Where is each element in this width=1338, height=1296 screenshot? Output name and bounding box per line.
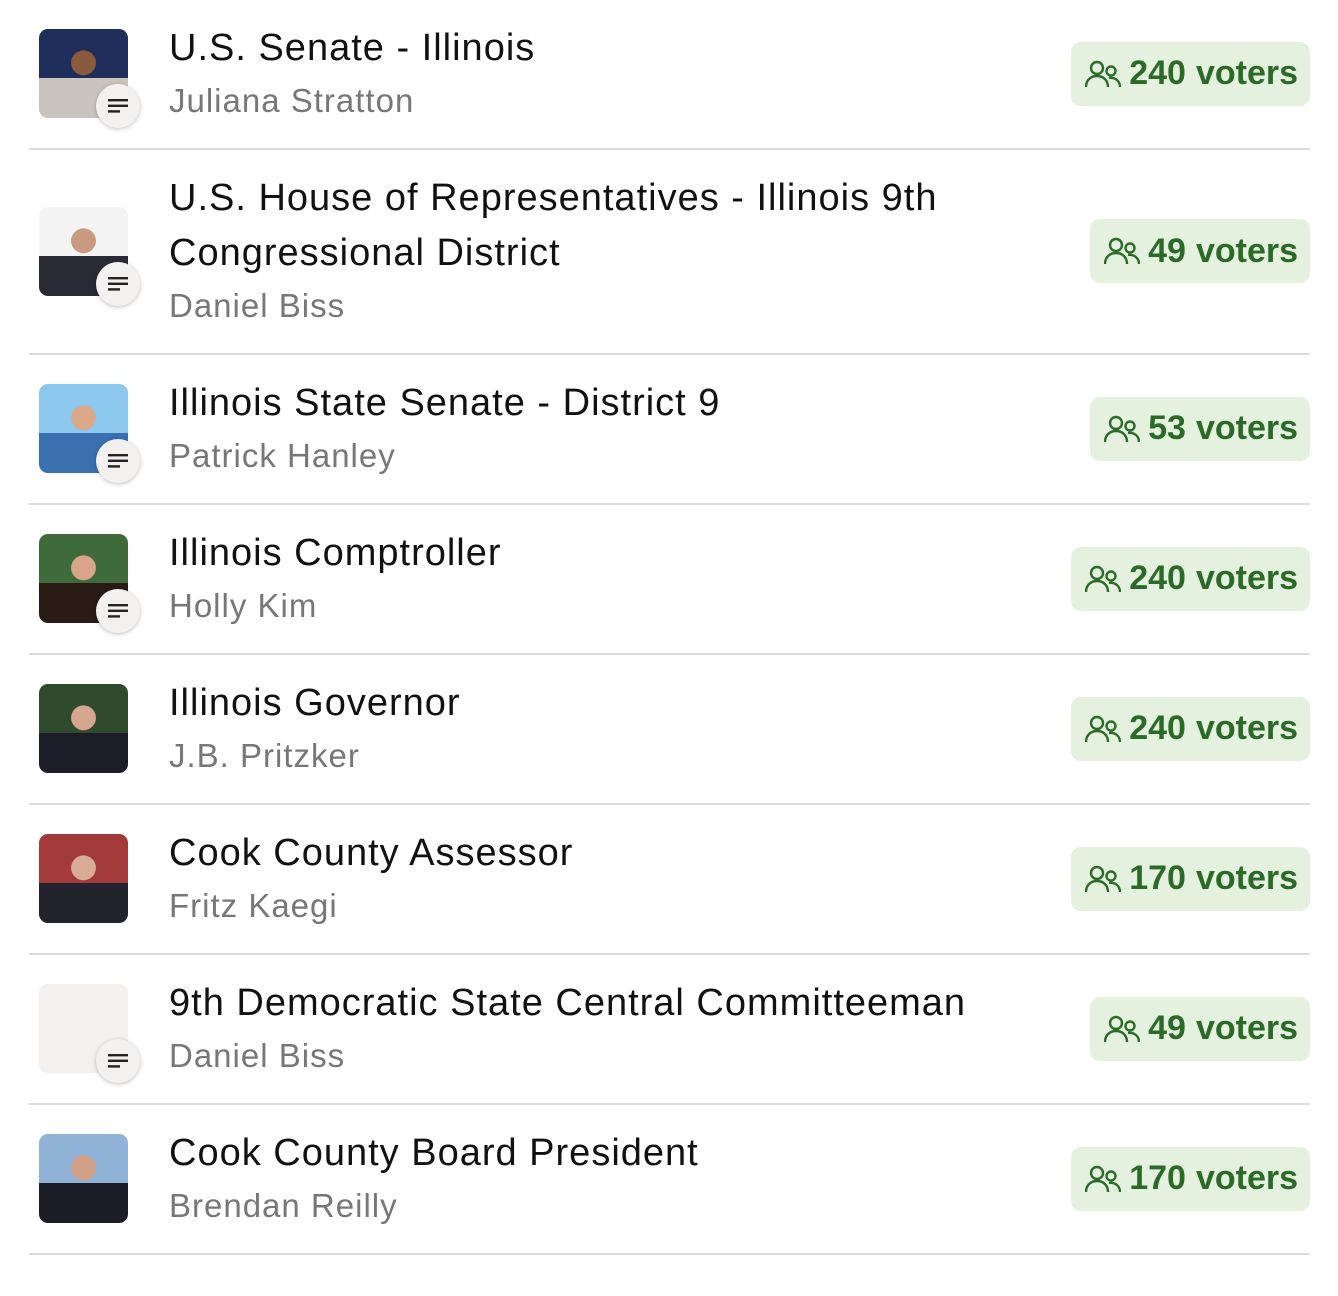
candidate-name: Daniel Biss <box>169 1037 346 1074</box>
voter-count-badge: 53 voters <box>1090 396 1310 461</box>
candidate-name: J.B. Pritzker <box>169 737 360 774</box>
voter-count-badge: 240 voters <box>1071 546 1310 611</box>
candidate-avatar <box>39 206 140 306</box>
candidate-name: Patrick Hanley <box>169 437 396 474</box>
users-icon <box>1104 415 1141 442</box>
note-button[interactable] <box>96 439 140 483</box>
voter-count: 240 <box>1129 709 1186 747</box>
voter-count-badge: 170 voters <box>1071 846 1310 911</box>
candidate-photo <box>39 684 128 773</box>
race-title: Cook County Board President <box>169 1132 699 1174</box>
race-list: U.S. Senate - Illinois Juliana Stratton … <box>29 0 1310 1255</box>
race-title: Illinois Comptroller <box>169 532 502 574</box>
candidate-avatar <box>39 534 140 633</box>
voter-count-badge: 240 voters <box>1071 41 1310 106</box>
voter-count: 170 <box>1129 1159 1186 1197</box>
voter-count: 240 <box>1129 559 1186 597</box>
voter-unit: voters <box>1195 1009 1298 1047</box>
voter-count-badge: 49 voters <box>1090 219 1310 283</box>
candidate-name: Holly Kim <box>169 587 318 624</box>
users-icon <box>1085 715 1122 742</box>
candidate-avatar <box>39 684 128 773</box>
candidate-photo <box>39 834 128 923</box>
note-button[interactable] <box>96 589 140 633</box>
race-title: Cook County Assessor <box>169 832 574 874</box>
users-icon <box>1085 1165 1122 1192</box>
users-icon <box>1104 237 1141 265</box>
candidate-name: Brendan Reilly <box>169 1187 398 1224</box>
race-row[interactable]: Illinois Governor J.B. Pritzker 240 vote… <box>29 655 1310 805</box>
candidate-avatar <box>39 29 140 128</box>
race-row[interactable]: U.S. Senate - Illinois Juliana Stratton … <box>29 0 1310 150</box>
notes-icon <box>108 1054 128 1068</box>
voter-unit: voters <box>1195 559 1298 597</box>
voter-count: 49 <box>1148 1009 1186 1047</box>
candidate-photo <box>39 1134 128 1223</box>
voter-count: 170 <box>1129 859 1186 897</box>
race-row[interactable]: Cook County Assessor Fritz Kaegi 170 vot… <box>29 805 1310 955</box>
users-icon <box>1085 565 1122 592</box>
race-title: U.S. House of Representatives - Illinois… <box>169 177 938 274</box>
voter-count-badge: 170 voters <box>1071 1146 1310 1211</box>
race-title: Illinois State Senate - District 9 <box>169 382 721 424</box>
race-row[interactable]: Illinois Comptroller Holly Kim 240 voter… <box>29 505 1310 655</box>
race-title: Illinois Governor <box>169 682 461 724</box>
users-icon <box>1104 1015 1141 1042</box>
race-title: 9th Democratic State Central Committeema… <box>169 982 967 1024</box>
candidate-name: Daniel Biss <box>169 287 346 324</box>
candidate-avatar <box>39 384 140 483</box>
voter-unit: voters <box>1195 1159 1298 1197</box>
notes-icon <box>108 276 128 291</box>
candidate-name: Fritz Kaegi <box>169 887 338 924</box>
voter-count: 49 <box>1148 231 1186 270</box>
notes-icon <box>108 604 128 618</box>
candidate-avatar <box>39 1134 128 1223</box>
race-row[interactable]: U.S. House of Representatives - Illinois… <box>29 150 1310 355</box>
voter-count-badge: 240 voters <box>1071 696 1310 761</box>
users-icon <box>1085 60 1122 87</box>
voter-count: 240 <box>1129 54 1186 92</box>
race-row[interactable]: Cook County Board President Brendan Reil… <box>29 1105 1310 1255</box>
note-button[interactable] <box>96 1039 140 1083</box>
race-title: U.S. Senate - Illinois <box>169 27 536 69</box>
note-button[interactable] <box>96 261 140 306</box>
voter-count: 53 <box>1148 409 1186 447</box>
candidate-avatar <box>39 984 140 1083</box>
voter-unit: voters <box>1195 709 1298 747</box>
candidate-avatar <box>39 834 128 923</box>
race-row[interactable]: 9th Democratic State Central Committeema… <box>29 955 1310 1105</box>
users-icon <box>1085 865 1122 892</box>
voter-unit: voters <box>1195 409 1298 447</box>
voter-count-badge: 49 voters <box>1090 996 1310 1061</box>
voter-unit: voters <box>1195 231 1298 270</box>
notes-icon <box>108 454 128 468</box>
race-row[interactable]: Illinois State Senate - District 9 Patri… <box>29 355 1310 505</box>
voter-unit: voters <box>1195 54 1298 92</box>
candidate-name: Juliana Stratton <box>169 82 415 119</box>
voter-unit: voters <box>1195 859 1298 897</box>
notes-icon <box>108 99 128 113</box>
note-button[interactable] <box>96 84 140 128</box>
